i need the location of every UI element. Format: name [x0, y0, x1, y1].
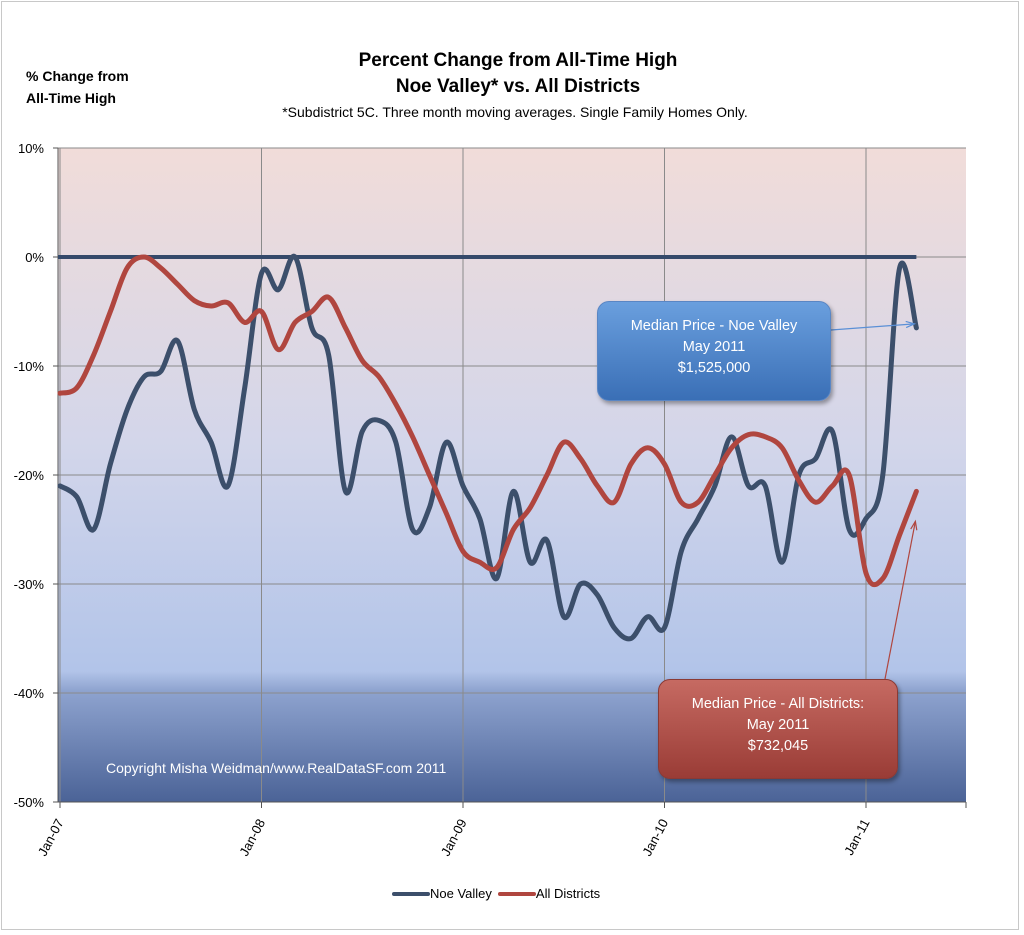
chart-title-line1: Percent Change from All-Time High	[358, 50, 678, 71]
copyright-text: Copyright Misha Weidman/www.RealDataSF.c…	[106, 760, 447, 776]
callout-arrow-noe	[830, 323, 915, 331]
callout-all-line3: $732,045	[747, 738, 809, 754]
callout-all-districts: Median Price - All Districts: May 2011 $…	[658, 679, 898, 779]
x-tick-label: Jan-11	[841, 816, 872, 857]
chart-subtitle: *Subdistrict 5C. Three month moving aver…	[282, 104, 748, 120]
series-line-all-districts	[57, 254, 919, 588]
y-tick-label: -50%	[14, 795, 45, 810]
y-tick-label: -30%	[14, 577, 45, 592]
chart-title-line2: Noe Valley* vs. All Districts	[395, 76, 641, 97]
legend-swatch-all-districts	[497, 891, 536, 896]
x-tick-label: Jan-08	[236, 816, 268, 858]
y-axis-title-line2: All-Time High	[26, 90, 116, 106]
x-tick-label: Jan-07	[35, 816, 67, 858]
callout-arrow-all	[884, 521, 916, 680]
y-tick-label: -40%	[14, 686, 45, 701]
callout-noe-line3: $1,525,000	[677, 360, 751, 376]
legend-label-all-districts: All Districts	[535, 886, 601, 901]
legend: Noe Valley All Districts	[392, 886, 606, 901]
x-tick-label: Jan-09	[438, 816, 470, 858]
callout-noe-line2: May 2011	[682, 339, 746, 355]
legend-label-noe-valley: Noe Valley	[430, 886, 492, 901]
legend-item-all-districts: All Districts	[497, 886, 601, 901]
callout-arrow-all-head	[910, 519, 918, 531]
y-tick-label: 0%	[25, 250, 44, 265]
callout-all-line2: May 2011	[746, 717, 810, 733]
y-axis-title-line1: % Change from	[26, 68, 129, 84]
callout-noe-valley: Median Price - Noe Valley May 2011 $1,52…	[597, 301, 831, 401]
y-tick-label: -20%	[14, 468, 45, 483]
y-tick-label: -10%	[14, 359, 45, 374]
callout-arrows	[830, 320, 918, 680]
legend-item-noe-valley: Noe Valley	[392, 886, 492, 901]
y-tick-label: 10%	[18, 141, 44, 156]
callout-all-line1: Median Price - All Districts:	[691, 696, 865, 712]
series-lines	[57, 253, 919, 642]
y-axis-title: % Change from All-Time High	[26, 65, 129, 109]
callout-arrow-noe-head	[905, 320, 917, 329]
x-tick-label: Jan-10	[639, 816, 671, 858]
callout-noe-line1: Median Price - Noe Valley	[630, 318, 798, 334]
legend-swatch-noe-valley	[392, 891, 430, 896]
